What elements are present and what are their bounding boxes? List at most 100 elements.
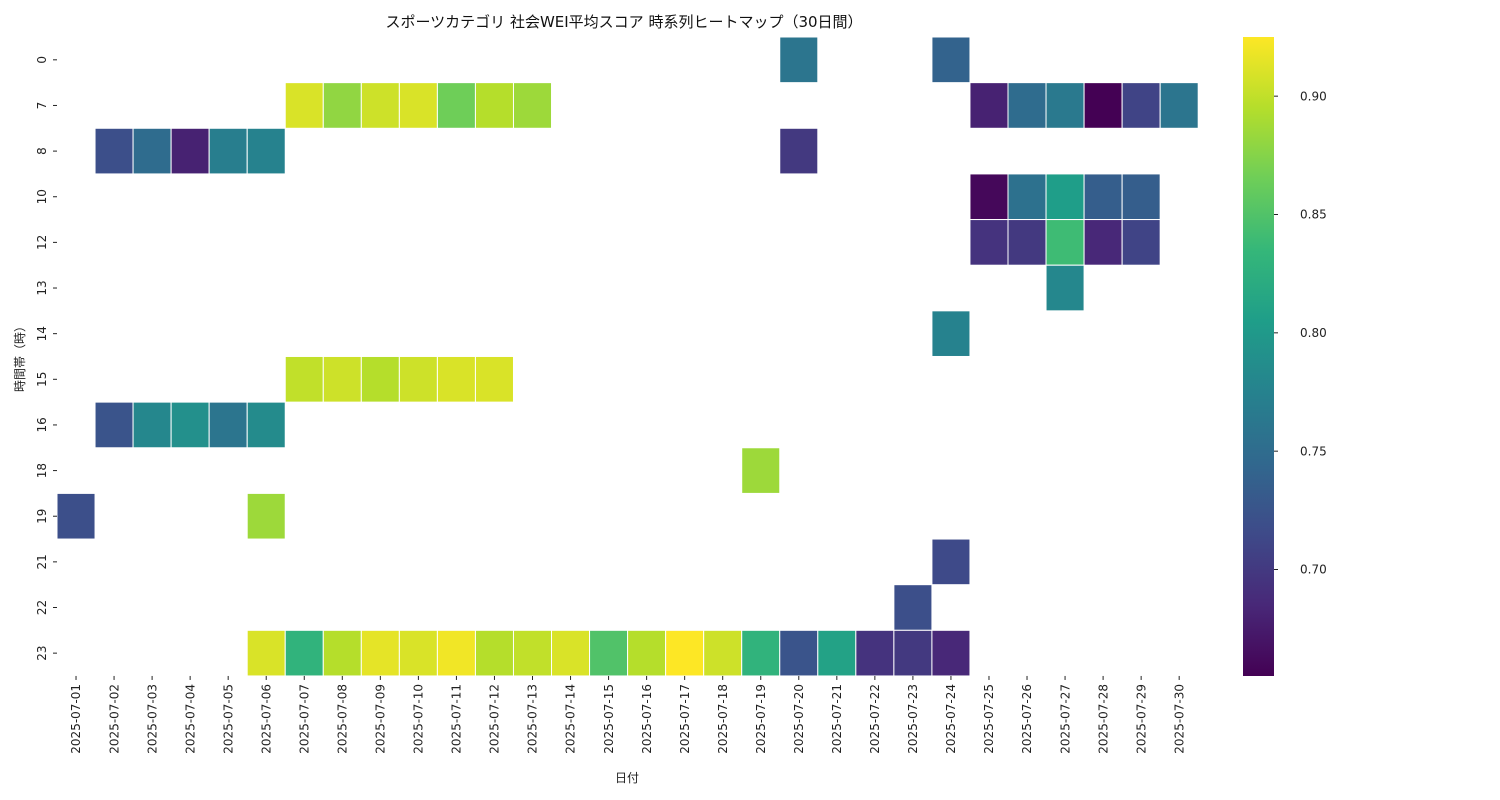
heatmap-cell	[1045, 219, 1085, 266]
x-axis-label: 日付	[615, 771, 639, 785]
x-tick-label: 2025-07-05	[221, 684, 235, 754]
heatmap-cell	[398, 355, 438, 403]
y-tick-label: 13	[35, 280, 49, 295]
heatmap-cell	[322, 629, 362, 677]
x-tick-label: 2025-07-22	[868, 684, 882, 754]
y-tick-label: 7	[35, 102, 49, 110]
heatmap-cell	[1045, 82, 1085, 129]
heatmap-cell	[1083, 82, 1123, 129]
y-tick-label: 15	[35, 372, 49, 387]
x-tick-label: 2025-07-11	[450, 684, 464, 754]
heatmap-cell	[436, 82, 476, 129]
heatmap-cell	[1045, 264, 1085, 312]
y-tick-label: 22	[35, 600, 49, 615]
heatmap-cell	[969, 219, 1009, 266]
heatmap-cell	[931, 538, 971, 586]
heatmap-cell	[969, 173, 1009, 221]
heatmap-cell	[1007, 173, 1047, 221]
x-tick-label: 2025-07-30	[1172, 684, 1186, 754]
x-tick-label: 2025-07-24	[944, 684, 958, 754]
x-tick-label: 2025-07-02	[107, 684, 121, 754]
y-axis-label: 時間帯（時）	[13, 320, 27, 392]
heatmap-cell	[474, 82, 514, 129]
x-tick-label: 2025-07-19	[754, 684, 768, 754]
y-tick-label: 21	[35, 554, 49, 569]
heatmap-cell	[284, 355, 324, 403]
heatmap-cell	[246, 401, 286, 449]
x-tick-label: 2025-07-23	[906, 684, 920, 754]
heatmap-cells	[56, 36, 1199, 677]
x-tick-label: 2025-07-16	[640, 684, 654, 754]
y-tick-label: 19	[35, 509, 49, 524]
colorbar-tick-label: 0.70	[1300, 563, 1327, 577]
heatmap-cell	[817, 629, 857, 677]
heatmap-cell	[1121, 173, 1161, 221]
heatmap-cell	[1045, 173, 1085, 221]
heatmap-cell	[1121, 82, 1161, 129]
x-tick-label: 2025-07-28	[1096, 684, 1110, 754]
heatmap-cell	[779, 36, 819, 84]
heatmap-cell	[360, 629, 400, 677]
colorbar-tick-label: 0.85	[1300, 208, 1327, 222]
heatmap-cell	[703, 629, 743, 677]
x-tick-label: 2025-07-18	[716, 684, 730, 754]
heatmap-cell	[474, 355, 514, 403]
y-tick-label: 23	[35, 645, 49, 660]
x-tick-label: 2025-07-03	[145, 684, 159, 754]
y-tick-label: 18	[35, 463, 49, 478]
heatmap-cell	[931, 629, 971, 677]
colorbar-tick-label: 0.80	[1300, 326, 1327, 340]
y-tick-label: 8	[35, 147, 49, 155]
heatmap-cell	[1083, 219, 1123, 266]
x-tick-label: 2025-07-15	[602, 684, 616, 754]
heatmap-cell	[1007, 82, 1047, 129]
heatmap-cell	[779, 127, 819, 175]
colorbar-tick-label: 0.90	[1300, 89, 1327, 103]
heatmap-cell	[360, 355, 400, 403]
x-tick-label: 2025-07-17	[678, 684, 692, 754]
x-tick-label: 2025-07-12	[488, 684, 502, 754]
heatmap-cell	[931, 310, 971, 357]
heatmap-cell	[94, 127, 134, 175]
heatmap-cell	[246, 492, 286, 540]
x-tick-label: 2025-07-26	[1020, 684, 1034, 754]
x-tick-label: 2025-07-10	[412, 684, 426, 754]
colorbar	[1243, 37, 1274, 676]
x-tick-label: 2025-07-08	[336, 684, 350, 754]
y-axis: 0 7 8 10 12 13 14 15 16 18 19 21 22 23	[35, 56, 57, 661]
heatmap-cell	[56, 492, 96, 540]
heatmap-cell	[208, 127, 248, 175]
heatmap-cell	[589, 629, 629, 677]
colorbar-tick-label: 0.75	[1300, 444, 1327, 458]
heatmap-cell	[132, 127, 172, 175]
heatmap-cell	[855, 629, 895, 677]
heatmap-cell	[893, 629, 933, 677]
heatmap-cell	[436, 629, 476, 677]
heatmap-cell	[627, 629, 667, 677]
heatmap-cell	[474, 629, 514, 677]
heatmap-cell	[893, 584, 933, 631]
x-tick-label: 2025-07-06	[259, 684, 273, 754]
x-tick-label: 2025-07-01	[69, 684, 83, 754]
heatmap-cell	[741, 447, 781, 494]
heatmap-cell	[512, 82, 553, 129]
y-tick-label: 12	[35, 235, 49, 250]
x-tick-label: 2025-07-21	[830, 684, 844, 754]
x-tick-label: 2025-07-07	[298, 684, 312, 754]
x-tick-label: 2025-07-04	[183, 684, 197, 754]
y-tick-label: 16	[35, 417, 49, 432]
heatmap-cell	[1007, 219, 1047, 266]
heatmap-cell	[322, 82, 362, 129]
x-tick-label: 2025-07-20	[792, 684, 806, 754]
x-axis: 2025-07-01 2025-07-02 2025-07-03 2025-07-04…	[69, 675, 1186, 754]
heatmap-cell	[931, 36, 971, 84]
heatmap-cell	[551, 629, 591, 677]
heatmap-cell	[170, 401, 210, 449]
x-tick-label: 2025-07-13	[526, 684, 540, 754]
x-tick-label: 2025-07-09	[374, 684, 388, 754]
y-tick-label: 10	[35, 189, 49, 204]
x-tick-label: 2025-07-14	[564, 684, 578, 754]
heatmap-cell	[284, 629, 324, 677]
y-tick-label: 14	[35, 326, 49, 341]
